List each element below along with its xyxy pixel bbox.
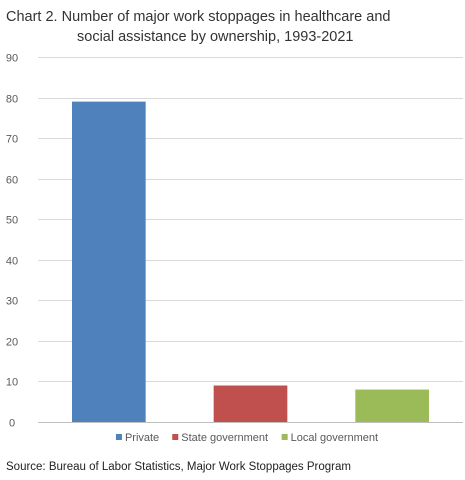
chart-title-line1: Chart 2. Number of major work stoppages … (6, 9, 391, 25)
chart-title-line2: social assistance by ownership, 1993-202… (77, 29, 354, 45)
y-tick-label: 90 (6, 53, 18, 65)
legend-swatch-local-government (281, 434, 288, 440)
y-tick-label: 0 (9, 418, 15, 430)
y-tick-label: 30 (6, 296, 18, 308)
legend-swatch-state-government (172, 434, 179, 440)
y-tick-label: 40 (6, 256, 18, 268)
y-tick-label: 60 (6, 175, 18, 187)
legend-label-state-government: State government (181, 432, 268, 444)
bar-local-government (355, 389, 429, 422)
bar-private (72, 101, 146, 422)
legend-label-private: Private (125, 432, 159, 444)
chart-title: Chart 2. Number of major work stoppages … (6, 7, 461, 47)
y-tick-label: 50 (6, 215, 18, 227)
y-tick-label: 70 (6, 134, 18, 146)
bar-state-government (213, 385, 288, 422)
source-note: Source: Bureau of Labor Statistics, Majo… (6, 461, 351, 473)
legend-label-local-government: Local government (291, 432, 378, 444)
legend-swatch-private (115, 434, 122, 440)
y-tick-label: 80 (6, 94, 18, 106)
y-tick-label: 20 (6, 337, 18, 349)
y-tick-label: 10 (6, 377, 18, 389)
